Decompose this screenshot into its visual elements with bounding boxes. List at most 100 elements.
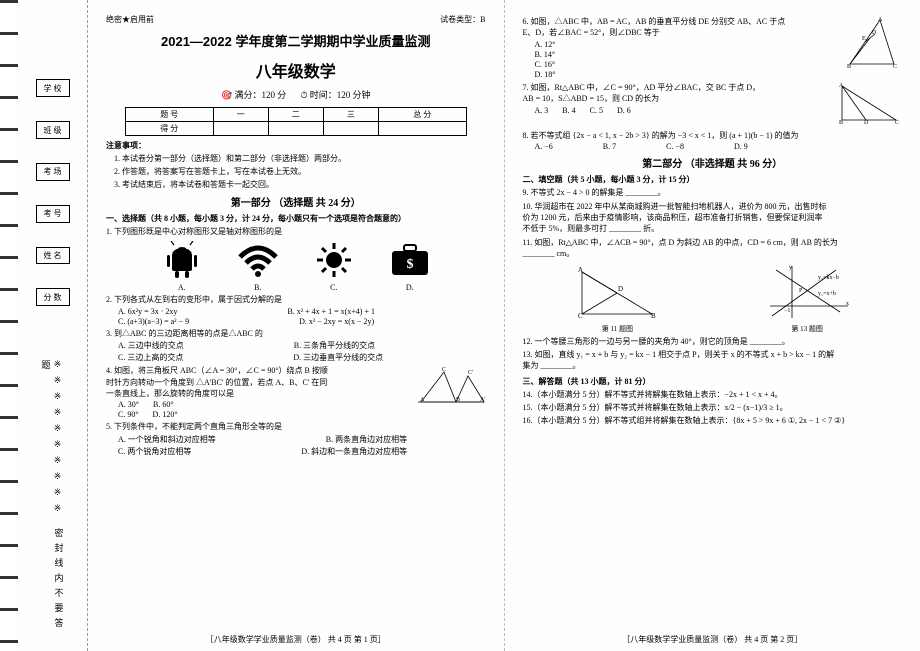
svg-text:D: D <box>872 30 877 36</box>
svg-text:B: B <box>847 64 851 70</box>
score-head-1: 一 <box>213 108 268 122</box>
instruction-2: 2. 作答题，将答案写在答题卡上，写在本试卷上无效。 <box>114 166 486 177</box>
part1-title: 第一部分 （选择题 共 24 分） <box>106 194 486 209</box>
q4-opts-2: C. 90°D. 120° <box>118 410 486 419</box>
q11-b: ________ cm。 <box>523 249 903 259</box>
briefcase-icon: $ <box>387 240 433 280</box>
main-title: 2021—2022 学年度第二学期期中学业质量监测 <box>106 31 486 50</box>
q3-opts-2: C. 三边上高的交点D. 三边垂直平分线的交点 <box>118 352 486 363</box>
page-2: AEDBC 6. 如图，△ABC 中，AB = AC，AB 的垂直平分线 DE … <box>504 0 920 651</box>
score-time: 🎯 满分：120 分 ⏱ 时间：120 分钟 <box>106 88 486 101</box>
android-icon <box>159 240 205 280</box>
score-row-label: 得 分 <box>125 122 213 136</box>
svg-text:y: y <box>789 265 792 271</box>
q4-figure: A C B C' A' <box>416 364 486 408</box>
score-head-2: 二 <box>268 108 323 122</box>
svg-text:A: A <box>878 17 883 23</box>
svg-text:−1: −1 <box>784 308 790 314</box>
svg-text:C: C <box>578 312 583 320</box>
svg-text:A: A <box>578 266 583 274</box>
q1-labels: A.B.C.D. <box>106 283 486 292</box>
q6-figure: A ED B C <box>842 14 902 72</box>
stub-name: 姓 名 <box>36 247 70 265</box>
svg-text:C: C <box>895 120 899 126</box>
section1-head: 一、选择题（共 8 小题，每小题 3 分，计 24 分，每小题只有一个选项是符合… <box>106 213 486 224</box>
q3-opts-1: A. 三边中线的交点B. 三条角平分线的交点 <box>118 340 486 351</box>
svg-text:C': C' <box>468 370 473 376</box>
score-table: 题 号 一 二 三 总 分 得 分 <box>125 107 467 136</box>
score-head-3: 三 <box>323 108 378 122</box>
q2-opts-1: A. 6x²y = 3x · 2xyB. x² + 4x + 1 = x(x+4… <box>118 307 486 316</box>
q16: 16.（本小题满分 5 分）解不等式组并将解集在数轴上表示：{8x + 5 > … <box>523 416 903 426</box>
q11-figure: A D C B 第 11 题图 <box>572 262 662 334</box>
answer-stub: 学 校 班 级 考 场 考 号 姓 名 分 数 ※※※※※※※※※※ 密封线内不… <box>18 0 88 651</box>
sun-icon <box>311 240 357 280</box>
q9: 9. 不等式 2x − 4 > 0 的解集是 ________。 <box>523 188 903 198</box>
subject-title: 八年级数学 <box>106 58 486 82</box>
svg-text:D: D <box>618 285 623 293</box>
q4-opts-1: A. 30°B. 60° <box>118 400 412 409</box>
svg-text:A': A' <box>480 397 485 403</box>
q10-c: 不低于 5%，则最多可打 ________ 折。 <box>523 224 903 234</box>
svg-text:E: E <box>862 36 866 42</box>
q5-opts-2: C. 两个锐角对应相等D. 斜边和一条直角边对应相等 <box>118 446 486 457</box>
binding-edge <box>0 0 18 651</box>
time-limit: ⏱ 时间：120 分钟 <box>300 90 370 100</box>
full-score: 🎯 满分：120 分 <box>221 90 286 100</box>
part2-title: 第二部分 （非选择题 共 96 分） <box>523 155 903 170</box>
svg-text:$: $ <box>406 257 413 272</box>
q1-figures: $ <box>106 240 486 280</box>
q8-stem: 8. 若不等式组 {2x − a < 1, x − 2b > 3} 的解为 −3… <box>523 131 903 141</box>
fig13-caption: 第 13 题图 <box>762 324 852 334</box>
instruction-1: 1. 本试卷分第一部分（选择题）和第二部分（非选择题）两部分。 <box>114 153 486 164</box>
svg-text:x: x <box>846 301 849 307</box>
instruction-3: 3. 考试结束后，将本试卷和答题卡一起交回。 <box>114 179 486 190</box>
svg-text:B: B <box>651 312 656 320</box>
q15: 15.（本小题满分 5 分）解不等式并将解集在数轴上表示：x/2 − (x−1)… <box>523 403 903 413</box>
q5-stem: 5. 下列条件中，不能判定两个直角三角形全等的是 <box>106 422 486 432</box>
score-head-4: 总 分 <box>378 108 466 122</box>
stub-room: 考 场 <box>36 163 70 181</box>
svg-text:y₂=kx−b: y₂=kx−b <box>818 275 839 281</box>
q7-figure: A B D C <box>836 80 902 128</box>
q14: 14.（本小题满分 5 分）解不等式并将解集在数轴上表示：−2x + 1 < x… <box>523 390 903 400</box>
footer-1: ［八年级数学学业质量监测（卷） 共 4 页 第 1 页］ <box>88 634 504 645</box>
q2-opts-2: C. (a+3)(a−3) = a² − 9D. x² − 2xy = x(x … <box>118 317 486 326</box>
svg-text:B: B <box>456 397 460 403</box>
q2-stem: 2. 下列各式从左到右的变形中，属于因式分解的是 <box>106 295 486 305</box>
svg-text:C: C <box>893 64 897 70</box>
section3-head: 三、解答题（共 13 小题，计 81 分） <box>523 376 903 387</box>
stub-score: 分 数 <box>36 288 70 306</box>
fig-row-11-13: A D C B 第 11 题图 x y y₂=kx−b y₁=x+b P −1 第 13 题图 <box>523 262 903 334</box>
svg-text:B: B <box>839 120 843 126</box>
q8-opts: A. −6B. 7C. −8D. 9 <box>535 142 903 151</box>
q3-stem: 3. 到△ABC 的三边距离相等的点是△ABC 的 <box>106 329 486 339</box>
fig11-caption: 第 11 题图 <box>572 324 662 334</box>
instructions-head: 注意事项： <box>106 140 486 151</box>
q11-a: 11. 如图，Rt△ABC 中，∠ACB = 90°，点 D 为斜边 AB 的中… <box>523 238 903 248</box>
q13-a: 13. 如图，直线 y₁ = x + b 与 y₂ = kx − 1 相交于点 … <box>523 350 903 360</box>
q5-opts-1: A. 一个锐角和斜边对应相等B. 两条直角边对应相等 <box>118 434 486 445</box>
wifi-icon <box>235 240 281 280</box>
stub-school: 学 校 <box>36 79 70 97</box>
stub-class: 班 级 <box>36 121 70 139</box>
q13-figure: x y y₂=kx−b y₁=x+b P −1 第 13 题图 <box>762 262 852 334</box>
svg-text:A: A <box>420 397 425 403</box>
svg-text:C: C <box>442 367 446 373</box>
q7-opts: A. 3B. 4C. 5D. 6 <box>535 106 833 115</box>
q12: 12. 一个等腰三角形的一边与另一腰的夹角为 40°，则它的顶角是 ______… <box>523 337 903 347</box>
confidential-label: 绝密★启用前 <box>106 14 486 25</box>
seal-line-text: ※※※※※※※※※※ 密封线内不要答题 <box>40 360 66 645</box>
svg-text:P: P <box>799 288 803 294</box>
section2-head: 二、填空题（共 5 小题，每小题 3 分，计 15 分） <box>523 174 903 185</box>
q13-b: 集为 ________。 <box>523 361 903 371</box>
svg-text:y₁=x+b: y₁=x+b <box>818 291 836 297</box>
q10-b: 价为 1200 元，后来由于疫情影响，该商品积压，超市准备打折销售，但要保证利润… <box>523 213 903 223</box>
svg-text:D: D <box>864 120 869 126</box>
page-1: 绝密★启用前 试卷类型：B 2021—2022 学年度第二学期期中学业质量监测 … <box>88 0 504 651</box>
q1-stem: 1. 下列图形既是中心对称图形又是轴对称图形的是 <box>106 227 486 237</box>
stub-id: 考 号 <box>36 205 70 223</box>
q10-a: 10. 华润超市在 2022 年中从某商城购进一批智能扫地机器人，进价为 800… <box>523 202 903 212</box>
score-head-0: 题 号 <box>125 108 213 122</box>
svg-text:A: A <box>839 83 844 89</box>
